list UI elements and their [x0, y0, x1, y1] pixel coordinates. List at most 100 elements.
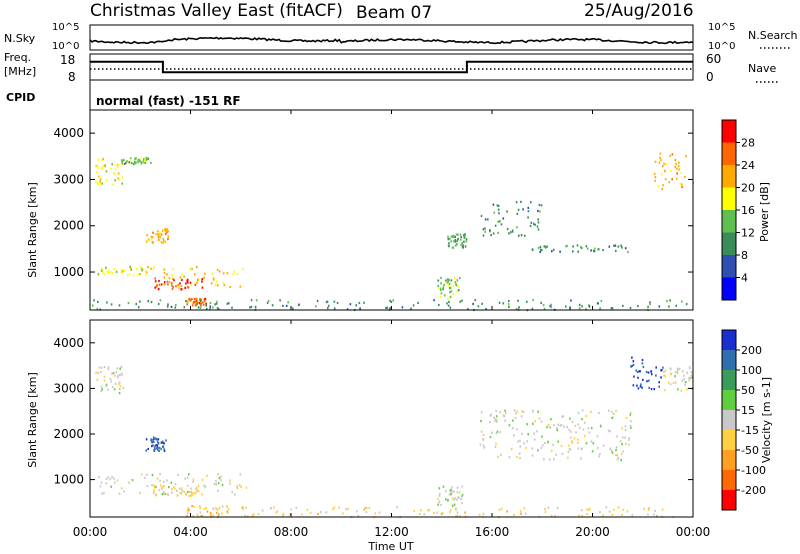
cell	[120, 159, 123, 162]
cell	[576, 244, 579, 247]
cell	[677, 388, 679, 391]
cell	[147, 265, 149, 269]
cell	[200, 302, 202, 305]
cell	[186, 514, 188, 517]
cell	[216, 307, 219, 310]
cell	[105, 178, 108, 182]
cell	[490, 234, 492, 237]
cell	[621, 513, 623, 516]
ytick-label: 2000	[53, 219, 84, 233]
cell	[602, 514, 604, 517]
cell	[233, 270, 235, 273]
colorbar-swatch	[722, 410, 736, 431]
cell	[472, 302, 474, 306]
cell	[170, 481, 173, 484]
cell	[227, 508, 230, 511]
cell	[252, 513, 255, 516]
cell	[598, 412, 600, 415]
cell	[510, 231, 512, 234]
cell	[109, 478, 112, 481]
cell	[132, 162, 134, 165]
cell	[559, 424, 562, 427]
cell	[610, 448, 612, 452]
cell	[567, 456, 569, 459]
cell	[245, 506, 247, 509]
cell	[423, 513, 426, 516]
cell	[160, 441, 163, 444]
cell	[460, 498, 462, 501]
cell	[186, 511, 189, 514]
cell	[654, 176, 657, 179]
cell	[649, 301, 651, 304]
cell	[113, 477, 115, 480]
colorbar-tick-label: 16	[741, 204, 755, 217]
cell	[592, 442, 595, 445]
cell	[317, 512, 319, 516]
cell	[140, 162, 143, 165]
cell	[115, 371, 118, 374]
cell	[666, 299, 668, 303]
cell	[578, 514, 580, 517]
cell	[217, 482, 220, 485]
cell	[668, 305, 670, 308]
cell	[624, 425, 627, 428]
cell	[184, 477, 187, 480]
cell	[452, 234, 455, 237]
cell	[580, 509, 583, 512]
cell	[676, 172, 678, 175]
cell	[130, 161, 133, 165]
cell	[110, 303, 113, 306]
cell	[596, 435, 599, 438]
cell	[121, 176, 124, 179]
colorbar-tick-label: 28	[741, 137, 755, 150]
cell	[194, 282, 197, 285]
cell	[581, 409, 584, 412]
cell	[147, 447, 149, 451]
cell	[206, 474, 208, 477]
cell	[212, 306, 214, 309]
cell	[417, 301, 419, 304]
cell	[540, 248, 542, 251]
cell	[617, 245, 620, 248]
cell	[154, 437, 157, 440]
cell	[203, 507, 206, 510]
cell	[523, 234, 526, 237]
cell	[454, 235, 456, 238]
cell	[144, 158, 147, 161]
cell	[142, 159, 145, 162]
cell	[681, 185, 683, 188]
cell	[536, 225, 539, 228]
cell	[164, 232, 167, 236]
cell	[519, 510, 522, 513]
cell	[106, 301, 108, 304]
cell	[177, 473, 179, 477]
cell	[519, 445, 521, 448]
cell	[437, 279, 440, 282]
cell	[242, 267, 244, 270]
cell	[588, 431, 591, 434]
cell	[461, 495, 464, 498]
cell	[204, 485, 207, 488]
cell	[349, 303, 352, 306]
cell	[144, 273, 147, 277]
cell	[217, 508, 219, 511]
cell	[586, 247, 589, 250]
cell	[191, 492, 193, 495]
colorbar-swatch	[722, 390, 736, 411]
cell	[647, 305, 649, 308]
cell	[580, 246, 583, 250]
cell	[378, 511, 381, 514]
cell	[160, 233, 163, 236]
velocity-ylabel: Slant Range [km]	[26, 372, 39, 468]
cell	[177, 285, 180, 288]
cell	[150, 161, 152, 164]
cell	[137, 161, 139, 164]
cell	[669, 299, 671, 302]
cell	[215, 483, 217, 486]
cell	[155, 494, 158, 497]
cell	[410, 307, 412, 310]
cell	[254, 305, 257, 308]
cell	[661, 508, 664, 511]
cell	[683, 378, 685, 381]
freq-label-2: [MHz]	[4, 65, 36, 78]
